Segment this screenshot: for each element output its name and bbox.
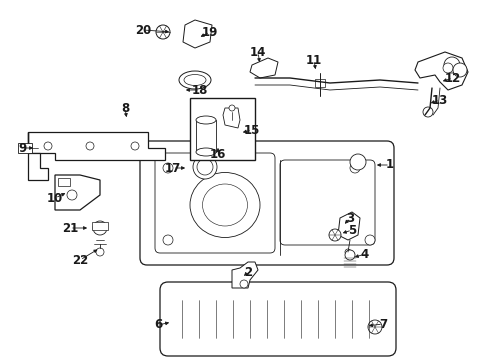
Text: 5: 5 (348, 224, 356, 237)
Circle shape (423, 107, 433, 117)
Bar (315, 79, 325, 87)
Circle shape (93, 221, 107, 235)
Circle shape (345, 250, 355, 260)
Text: 11: 11 (306, 54, 322, 67)
Text: 14: 14 (250, 45, 266, 58)
Text: 4: 4 (361, 248, 369, 261)
Circle shape (350, 163, 360, 173)
Text: 19: 19 (202, 26, 218, 39)
Ellipse shape (184, 75, 206, 85)
Text: 2: 2 (244, 266, 252, 279)
Ellipse shape (196, 116, 216, 124)
Circle shape (131, 142, 139, 150)
Polygon shape (338, 212, 360, 240)
Text: 21: 21 (62, 221, 78, 234)
Circle shape (197, 159, 213, 175)
Text: 17: 17 (165, 162, 181, 175)
Polygon shape (28, 132, 165, 160)
Circle shape (44, 142, 52, 150)
Circle shape (163, 163, 173, 173)
Circle shape (96, 248, 104, 256)
Text: 20: 20 (135, 23, 151, 36)
Text: 10: 10 (47, 192, 63, 204)
Bar (190, 98, 255, 160)
Bar (58, 178, 70, 186)
Text: 8: 8 (121, 102, 129, 114)
Bar (92, 222, 108, 230)
Circle shape (453, 63, 467, 77)
Text: 3: 3 (346, 211, 354, 225)
Circle shape (443, 63, 453, 73)
Circle shape (156, 25, 170, 39)
Circle shape (229, 105, 235, 111)
Bar (196, 120, 216, 152)
Circle shape (329, 229, 341, 241)
Circle shape (368, 320, 382, 334)
Text: 22: 22 (72, 253, 88, 266)
Circle shape (350, 154, 366, 170)
Circle shape (86, 142, 94, 150)
Polygon shape (28, 132, 48, 180)
Circle shape (444, 57, 460, 73)
Text: 16: 16 (210, 148, 226, 162)
Text: 18: 18 (192, 84, 208, 96)
Polygon shape (250, 58, 278, 78)
Text: 1: 1 (386, 158, 394, 171)
Polygon shape (183, 20, 212, 48)
FancyBboxPatch shape (140, 141, 394, 265)
Circle shape (163, 235, 173, 245)
Text: 7: 7 (379, 318, 387, 330)
Text: 13: 13 (432, 94, 448, 107)
Circle shape (240, 280, 248, 288)
Polygon shape (415, 52, 468, 90)
Ellipse shape (202, 184, 247, 226)
Polygon shape (232, 262, 258, 288)
Text: 9: 9 (18, 141, 26, 154)
Circle shape (67, 190, 77, 200)
Circle shape (345, 249, 351, 255)
Ellipse shape (190, 172, 260, 238)
FancyBboxPatch shape (160, 282, 396, 356)
Text: 15: 15 (244, 123, 260, 136)
Circle shape (365, 235, 375, 245)
Polygon shape (55, 175, 100, 210)
FancyBboxPatch shape (280, 160, 375, 245)
Bar (18, 143, 32, 153)
Ellipse shape (196, 148, 216, 156)
Text: 6: 6 (154, 319, 162, 332)
Ellipse shape (179, 71, 211, 89)
FancyBboxPatch shape (155, 153, 275, 253)
Text: 12: 12 (445, 72, 461, 85)
Circle shape (193, 155, 217, 179)
Polygon shape (223, 108, 240, 128)
